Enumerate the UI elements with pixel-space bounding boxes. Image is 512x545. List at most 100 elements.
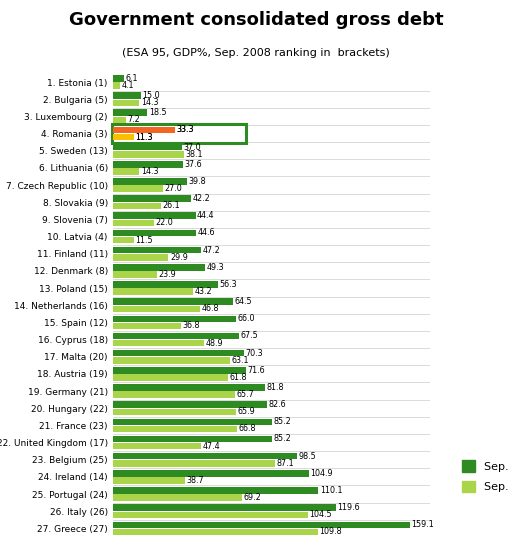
Bar — [113, 229, 196, 236]
Bar — [113, 340, 204, 347]
Text: 39.8: 39.8 — [188, 177, 206, 186]
Bar — [113, 443, 201, 450]
Bar — [113, 178, 187, 185]
Bar — [113, 435, 272, 442]
Text: 63.1: 63.1 — [232, 356, 249, 365]
Bar — [113, 522, 410, 528]
Bar — [113, 75, 124, 82]
Text: Government consolidated gross debt: Government consolidated gross debt — [69, 11, 443, 29]
Bar — [113, 316, 236, 322]
Bar — [113, 271, 157, 278]
Bar — [113, 391, 236, 398]
Text: 159.1: 159.1 — [411, 520, 434, 529]
Bar — [113, 298, 233, 305]
Text: 44.6: 44.6 — [198, 228, 215, 238]
Bar — [113, 288, 194, 295]
Bar — [113, 117, 126, 123]
Bar — [113, 203, 161, 209]
Text: 81.8: 81.8 — [267, 383, 284, 392]
Text: 14.3: 14.3 — [141, 98, 158, 107]
Text: 6.1: 6.1 — [125, 74, 138, 83]
Bar — [113, 367, 246, 373]
Text: 38.1: 38.1 — [185, 150, 203, 159]
Bar — [113, 384, 265, 391]
Text: 11.3: 11.3 — [135, 132, 153, 142]
Text: 47.2: 47.2 — [202, 246, 220, 255]
Bar — [113, 126, 175, 133]
Text: 85.2: 85.2 — [273, 417, 291, 426]
Bar — [113, 374, 228, 381]
Bar — [113, 512, 308, 518]
Bar — [113, 134, 134, 141]
Bar — [113, 504, 336, 511]
Bar — [113, 126, 175, 133]
Text: 119.6: 119.6 — [337, 503, 360, 512]
Bar — [113, 306, 200, 312]
Bar — [113, 254, 168, 261]
Bar — [113, 487, 318, 494]
Text: 15.0: 15.0 — [142, 91, 160, 100]
Text: 46.8: 46.8 — [202, 304, 219, 313]
Text: 37.6: 37.6 — [184, 160, 202, 169]
Text: 11.3: 11.3 — [135, 132, 153, 142]
Bar — [113, 151, 184, 158]
Text: 22.0: 22.0 — [155, 219, 173, 227]
Text: 11.5: 11.5 — [136, 235, 153, 245]
Text: 37.0: 37.0 — [183, 143, 201, 152]
Text: 33.3: 33.3 — [176, 125, 194, 135]
Text: 56.3: 56.3 — [219, 280, 237, 289]
Bar — [113, 82, 120, 89]
Text: 98.5: 98.5 — [298, 452, 316, 461]
Text: 49.3: 49.3 — [206, 263, 224, 272]
Text: 64.5: 64.5 — [234, 297, 252, 306]
Text: 4.1: 4.1 — [122, 81, 134, 90]
Bar — [113, 264, 205, 270]
Text: 36.8: 36.8 — [183, 322, 200, 330]
Bar — [113, 213, 196, 219]
Text: 26.1: 26.1 — [163, 201, 181, 210]
Text: 87.1: 87.1 — [277, 459, 294, 468]
Text: 104.9: 104.9 — [310, 469, 333, 478]
Bar — [113, 350, 244, 356]
Text: 42.2: 42.2 — [193, 194, 210, 203]
Text: 14.3: 14.3 — [141, 167, 158, 176]
Text: 48.9: 48.9 — [205, 338, 223, 348]
Text: 109.8: 109.8 — [319, 528, 342, 536]
Bar — [113, 332, 239, 339]
Bar — [113, 185, 163, 192]
Text: 66.8: 66.8 — [239, 425, 257, 433]
Text: 27.0: 27.0 — [164, 184, 182, 193]
Bar — [113, 357, 230, 364]
Text: 38.7: 38.7 — [186, 476, 204, 485]
Text: 67.5: 67.5 — [240, 331, 258, 341]
Bar — [113, 281, 218, 288]
Text: 71.6: 71.6 — [248, 366, 265, 375]
Bar — [113, 247, 201, 253]
Bar — [113, 161, 183, 167]
Text: 47.4: 47.4 — [203, 441, 220, 451]
Text: 104.5: 104.5 — [309, 510, 332, 519]
Bar — [113, 460, 275, 467]
Bar — [113, 134, 134, 141]
Text: 65.9: 65.9 — [237, 407, 255, 416]
Bar — [113, 529, 317, 535]
Bar — [113, 401, 267, 408]
Bar — [113, 426, 238, 432]
Bar — [113, 477, 185, 484]
Text: 29.9: 29.9 — [170, 253, 188, 262]
Legend: Sep. 2011, Sep. 2008: Sep. 2011, Sep. 2008 — [458, 456, 512, 496]
Text: 70.3: 70.3 — [245, 349, 263, 358]
Bar — [113, 409, 236, 415]
Bar — [113, 144, 182, 150]
Bar — [113, 237, 134, 244]
Text: 44.4: 44.4 — [197, 211, 215, 220]
FancyBboxPatch shape — [112, 124, 246, 143]
Text: (ESA 95, GDP%, Sep. 2008 ranking in  brackets): (ESA 95, GDP%, Sep. 2008 ranking in brac… — [122, 48, 390, 58]
Text: 18.5: 18.5 — [148, 108, 166, 117]
Bar — [113, 453, 296, 459]
Text: 43.2: 43.2 — [195, 287, 212, 296]
Text: 7.2: 7.2 — [127, 116, 140, 124]
Bar — [113, 110, 147, 116]
Text: 61.8: 61.8 — [229, 373, 247, 382]
Bar — [113, 92, 141, 99]
